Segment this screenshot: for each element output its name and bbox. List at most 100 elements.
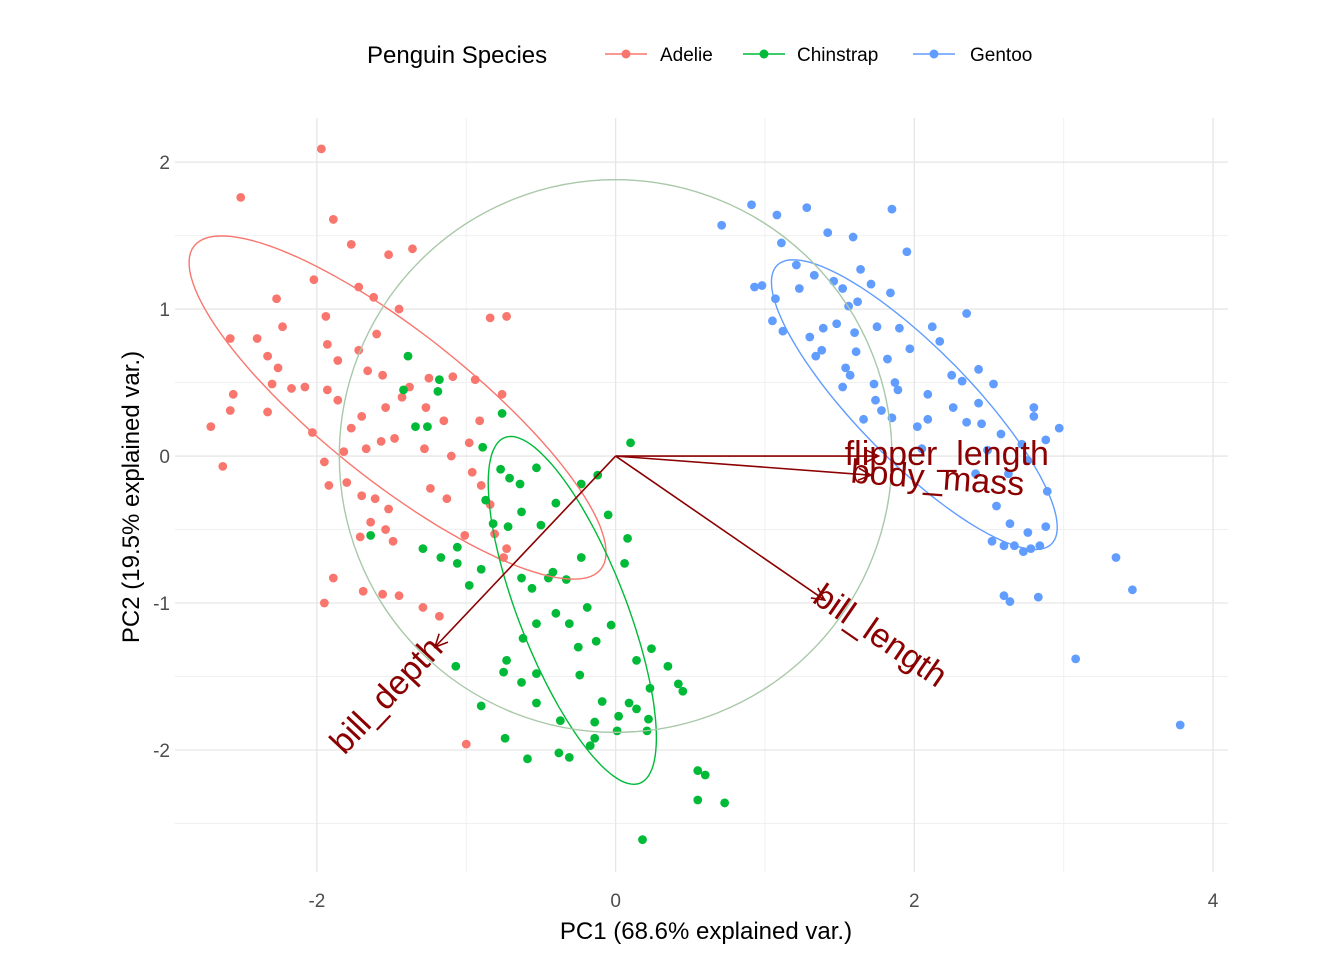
point-chinstrap	[499, 667, 508, 677]
point-adelie	[339, 447, 349, 457]
point-adelie	[439, 416, 449, 426]
point-adelie	[384, 504, 393, 514]
point-gentoo	[802, 203, 812, 213]
point-chinstrap	[612, 726, 622, 736]
point-adelie	[376, 436, 386, 446]
point-gentoo	[717, 220, 727, 230]
point-chinstrap	[464, 580, 474, 590]
point-gentoo	[905, 344, 915, 354]
y-tick-label: -2	[153, 741, 170, 762]
point-gentoo	[1029, 411, 1039, 421]
point-gentoo	[838, 382, 848, 392]
point-chinstrap	[700, 770, 710, 780]
point-adelie	[218, 461, 228, 471]
point-gentoo	[1175, 720, 1185, 730]
y-tick-labels: -2 -1 0 1 2	[153, 153, 170, 762]
point-gentoo	[999, 541, 1009, 551]
point-gentoo	[912, 422, 922, 432]
arrowhead-bill-length	[810, 587, 827, 602]
point-gentoo	[777, 238, 786, 248]
point-chinstrap	[517, 677, 526, 687]
point-adelie	[272, 294, 281, 304]
point-chinstrap	[632, 704, 641, 714]
point-chinstrap	[590, 717, 600, 727]
point-chinstrap	[573, 642, 583, 652]
point-chinstrap	[452, 558, 462, 568]
point-chinstrap	[603, 510, 613, 520]
point-gentoo	[757, 281, 767, 290]
point-chinstrap	[481, 495, 491, 505]
point-chinstrap	[591, 636, 601, 646]
point-chinstrap	[673, 679, 683, 689]
point-adelie	[388, 536, 398, 546]
point-chinstrap	[554, 748, 564, 758]
point-adelie	[418, 603, 428, 612]
point-gentoo	[893, 385, 903, 395]
point-gentoo	[923, 414, 933, 424]
point-gentoo	[838, 284, 848, 293]
legend-key-point	[759, 49, 769, 59]
point-chinstrap	[423, 422, 432, 432]
point-chinstrap	[399, 385, 408, 395]
point-gentoo	[794, 284, 804, 293]
point-chinstrap	[632, 655, 641, 665]
point-adelie	[300, 382, 310, 392]
point-gentoo	[992, 501, 1001, 511]
point-chinstrap	[551, 498, 561, 508]
point-adelie	[263, 351, 273, 361]
point-gentoo	[845, 370, 855, 380]
point-gentoo	[927, 322, 937, 332]
point-chinstrap	[564, 619, 574, 629]
point-chinstrap	[517, 507, 526, 517]
point-gentoo	[848, 232, 858, 242]
point-adelie	[461, 739, 471, 749]
point-chinstrap	[693, 795, 703, 805]
point-gentoo	[768, 316, 777, 326]
ellipse-layer	[188, 235, 1058, 786]
point-gentoo	[823, 228, 833, 238]
arrowhead-body-mass	[857, 467, 873, 482]
point-chinstrap	[502, 655, 511, 665]
point-chinstrap	[620, 558, 629, 568]
legend: Penguin Species Adelie Chinstrap Gentoo	[367, 42, 1032, 69]
point-gentoo	[811, 351, 821, 361]
point-chinstrap	[638, 835, 647, 845]
point-adelie	[448, 372, 458, 382]
point-adelie	[502, 544, 511, 554]
point-gentoo	[1023, 528, 1033, 537]
point-adelie	[236, 192, 246, 202]
point-gentoo	[747, 200, 756, 210]
legend-item-adelie: Adelie	[605, 45, 713, 66]
point-chinstrap	[366, 531, 376, 540]
point-gentoo	[999, 591, 1009, 601]
point-chinstrap	[582, 603, 592, 612]
point-chinstrap	[478, 442, 488, 452]
correlation-circle	[338, 179, 893, 734]
grid-major	[175, 118, 1228, 872]
x-tick-labels: -2 0 2 4	[308, 891, 1218, 912]
point-adelie	[424, 373, 434, 383]
point-gentoo	[829, 276, 839, 286]
point-gentoo	[1128, 585, 1137, 595]
point-adelie	[378, 589, 388, 599]
point-gentoo	[886, 288, 895, 298]
point-gentoo	[962, 417, 972, 427]
point-chinstrap	[403, 351, 413, 361]
point-adelie	[384, 250, 393, 260]
point-chinstrap	[644, 714, 653, 724]
ellipse-gentoo	[770, 259, 1058, 551]
point-adelie	[464, 438, 474, 448]
point-adelie	[309, 275, 319, 285]
point-adelie	[381, 403, 390, 412]
point-chinstrap	[505, 473, 514, 483]
point-chinstrap	[496, 464, 506, 474]
point-gentoo	[1004, 469, 1013, 479]
point-chinstrap	[476, 564, 486, 574]
point-adelie	[372, 329, 382, 339]
point-gentoo	[883, 354, 892, 364]
point-gentoo	[962, 309, 972, 318]
point-adelie	[476, 481, 486, 490]
point-chinstrap	[434, 375, 444, 385]
y-tick-label: 0	[159, 447, 170, 468]
